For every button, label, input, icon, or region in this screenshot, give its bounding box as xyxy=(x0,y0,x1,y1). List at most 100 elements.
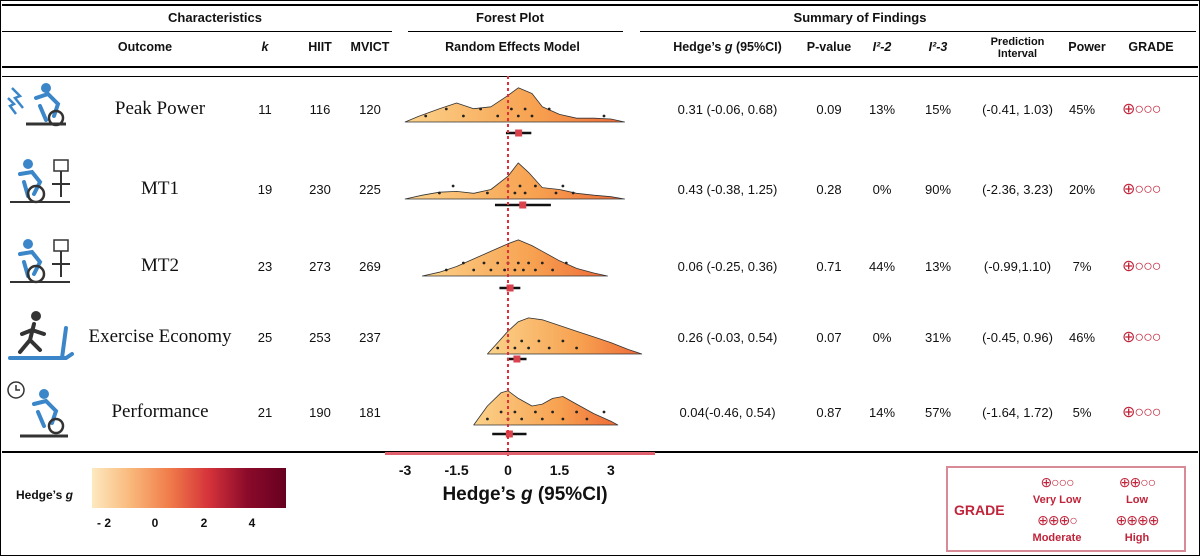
study-point xyxy=(516,114,520,118)
pi-cell: (-1.64, 1.72) xyxy=(982,405,1053,420)
outcome-name: Performance xyxy=(111,401,209,422)
header-rule xyxy=(2,66,1198,68)
i2_3-cell: 90% xyxy=(924,182,952,197)
cyclist-monitor-icon xyxy=(10,159,70,204)
hedges-col-header: Hedge’s g (95%CI) xyxy=(673,40,782,54)
study-point xyxy=(424,114,428,118)
x-tick-label: -3 xyxy=(398,462,412,478)
k-cell: 11 xyxy=(258,102,272,117)
i2_3-cell: 31% xyxy=(924,330,952,345)
study-point xyxy=(444,268,448,272)
moderate-label: Moderate xyxy=(1032,532,1082,544)
summary-header: Summary of Findings xyxy=(793,10,927,25)
hiit-cell: 116 xyxy=(309,102,331,117)
grade-legend xyxy=(946,466,1186,552)
summary-rule xyxy=(640,31,1196,32)
hiit-cell: 273 xyxy=(309,259,331,274)
p-cell: 0.87 xyxy=(816,405,842,420)
study-point xyxy=(602,410,606,414)
study-point xyxy=(561,339,565,343)
study-point xyxy=(534,268,537,272)
density-ridge xyxy=(421,239,608,277)
study-point xyxy=(462,261,465,265)
i2_2-cell: 13% xyxy=(868,102,896,117)
hiit-cell: 253 xyxy=(309,330,331,345)
x-axis-label: Hedge’s g (95%CI) xyxy=(442,484,608,505)
study-point xyxy=(496,346,500,350)
outcome-name: MT2 xyxy=(141,255,179,276)
outcome-col-header: Outcome xyxy=(117,40,173,54)
density-ridge xyxy=(404,87,626,123)
i2-3-col-header: I²-3 xyxy=(928,40,948,54)
pvalue-col-header: P-value xyxy=(806,40,852,54)
k-cell: 25 xyxy=(257,330,273,345)
i2_3-cell: 15% xyxy=(924,102,952,117)
study-point xyxy=(523,107,527,111)
treadmill-runner-icon xyxy=(8,311,74,360)
i2_2-cell: 0% xyxy=(872,330,892,345)
study-point xyxy=(513,268,517,272)
high-label: High xyxy=(1124,532,1150,544)
mvict-cell: 237 xyxy=(359,330,381,345)
mvict-cell: 225 xyxy=(359,182,381,197)
forest-plot xyxy=(404,76,643,456)
cyclist-monitor-icon-2 xyxy=(10,239,70,284)
study-point xyxy=(513,410,517,414)
pooled-estimate xyxy=(506,284,514,292)
grade-rating: ⊕○○○ xyxy=(1122,181,1161,198)
characteristics-rule xyxy=(2,31,392,32)
colorbar-tick: 4 xyxy=(248,516,256,530)
study-point xyxy=(438,191,441,195)
forest-plot-header: Forest Plot xyxy=(476,10,544,25)
mvict-cell: 120 xyxy=(359,102,381,117)
very-low-label: Very Low xyxy=(1032,494,1082,506)
outcome-name: MT1 xyxy=(141,178,179,199)
grade-rating: ⊕○○○ xyxy=(1122,404,1161,421)
grade-col-header: GRADE xyxy=(1128,40,1174,54)
x-tick-label: 3 xyxy=(606,462,615,478)
hiit-col-header: HIIT xyxy=(308,40,332,54)
outcome-icons xyxy=(7,83,74,438)
grade-rating: ⊕○○○ xyxy=(1122,329,1161,346)
study-point xyxy=(516,261,520,265)
k-cell: 23 xyxy=(257,259,273,274)
power-cell: 45% xyxy=(1068,102,1096,117)
study-point xyxy=(551,268,554,272)
hedges-cell: 0.43 (-0.38, 1.25) xyxy=(677,182,778,197)
pooled-estimate xyxy=(519,201,527,209)
cyclist-clock-icon xyxy=(7,381,68,438)
pi-cell: (-0.99,1.10) xyxy=(983,259,1052,274)
pooled-estimate xyxy=(505,430,513,438)
study-point xyxy=(489,268,493,272)
study-point xyxy=(571,191,575,195)
hedges-cell: 0.04(-0.46, 0.54) xyxy=(679,405,776,420)
grade-rating: ⊕○○○ xyxy=(1122,101,1161,118)
hedges-cell: 0.26 (-0.03, 0.54) xyxy=(677,330,778,345)
pooled-estimate xyxy=(513,355,521,363)
pi-cell: (-0.41, 1.03) xyxy=(982,102,1053,117)
study-point xyxy=(547,107,551,111)
colorbar-tick: 0 xyxy=(151,516,159,530)
study-point xyxy=(551,410,554,414)
model-col-header: Random Effects Model xyxy=(445,40,580,54)
i2_3-cell: 13% xyxy=(924,259,952,274)
i2_2-cell: 0% xyxy=(872,182,892,197)
density-ridge xyxy=(404,162,626,200)
study-point xyxy=(564,261,568,265)
x-tick-label: 1.5 xyxy=(549,462,570,478)
study-point xyxy=(602,114,606,118)
study-point xyxy=(534,410,537,414)
study-point xyxy=(561,184,565,188)
study-point xyxy=(520,417,524,421)
study-point xyxy=(522,268,525,272)
study-point xyxy=(575,410,578,414)
top-rule xyxy=(2,4,1198,6)
pi-cell: (-0.45, 0.96) xyxy=(982,330,1053,345)
study-point xyxy=(523,191,527,195)
low-label: Low xyxy=(1126,494,1148,506)
study-point xyxy=(540,261,544,265)
study-point xyxy=(540,417,544,421)
high-symbol: ⊕⊕⊕⊕ xyxy=(1115,512,1160,528)
study-point xyxy=(496,114,500,118)
characteristics-header: Characteristics xyxy=(168,10,262,25)
